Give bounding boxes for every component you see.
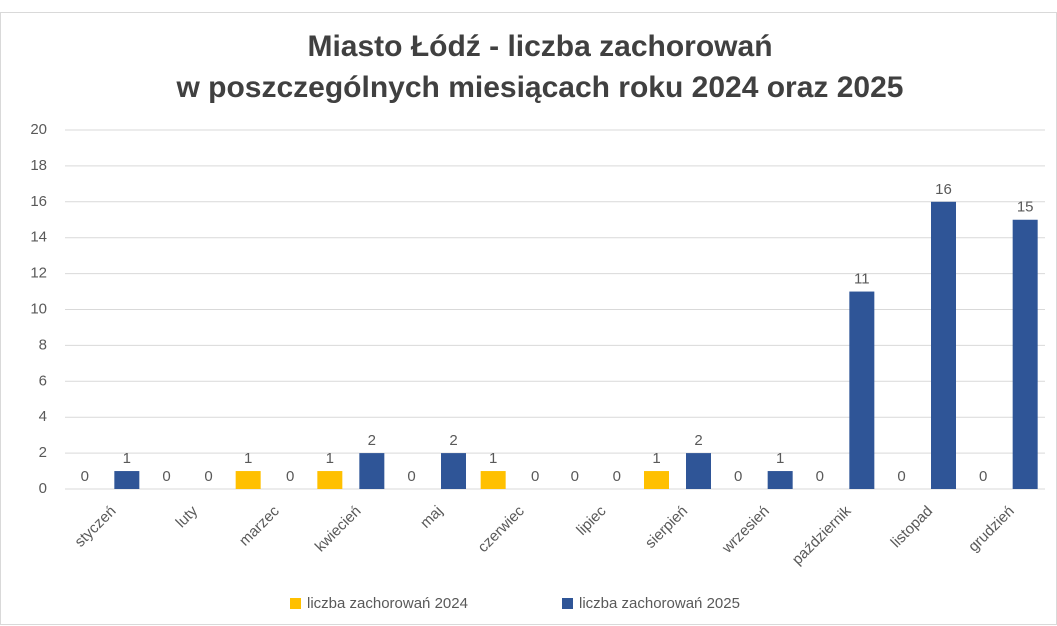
bar bbox=[480, 471, 506, 489]
data-label: 1 bbox=[326, 450, 334, 467]
bar bbox=[644, 471, 669, 489]
data-label: 0 bbox=[816, 468, 824, 485]
bar bbox=[686, 453, 711, 489]
bar bbox=[441, 453, 466, 489]
bar bbox=[1012, 219, 1038, 489]
y-tick-label: 14 bbox=[30, 229, 47, 246]
data-label: 0 bbox=[531, 468, 539, 485]
legend-swatch bbox=[290, 598, 301, 609]
data-label: 0 bbox=[734, 468, 742, 485]
data-label: 0 bbox=[286, 468, 294, 485]
y-tick-label: 2 bbox=[39, 444, 47, 461]
y-tick-label: 12 bbox=[30, 265, 47, 282]
y-tick-label: 18 bbox=[30, 157, 47, 174]
legend-label: liczba zachorowań 2024 bbox=[307, 595, 468, 612]
data-label: 2 bbox=[694, 432, 702, 449]
data-label: 0 bbox=[897, 468, 905, 485]
bar bbox=[931, 201, 956, 490]
data-label: 2 bbox=[368, 432, 376, 449]
chart-title: w poszczególnych miesiącach roku 2024 or… bbox=[175, 71, 903, 104]
data-label: 1 bbox=[123, 450, 131, 467]
data-label: 15 bbox=[1017, 199, 1034, 216]
data-label: 1 bbox=[776, 450, 784, 467]
y-tick-label: 4 bbox=[39, 408, 47, 425]
chart-title: Miasto Łódź - liczba zachorowań bbox=[307, 30, 772, 63]
data-label: 0 bbox=[613, 468, 621, 485]
data-label: 0 bbox=[81, 468, 89, 485]
y-tick-label: 20 bbox=[30, 121, 47, 138]
data-label: 0 bbox=[162, 468, 170, 485]
bar bbox=[767, 471, 793, 489]
data-label: 0 bbox=[407, 468, 415, 485]
bar bbox=[359, 453, 385, 489]
data-label: 0 bbox=[204, 468, 212, 485]
data-label: 0 bbox=[979, 468, 987, 485]
bar bbox=[235, 471, 261, 489]
data-label: 11 bbox=[854, 271, 870, 288]
bar bbox=[114, 471, 140, 489]
legend-swatch bbox=[562, 598, 573, 609]
data-label: 1 bbox=[652, 450, 660, 467]
y-tick-label: 0 bbox=[39, 480, 47, 497]
data-label: 16 bbox=[935, 181, 952, 198]
data-label: 1 bbox=[489, 450, 497, 467]
bar bbox=[317, 471, 343, 489]
y-tick-label: 16 bbox=[30, 193, 47, 210]
y-tick-label: 10 bbox=[30, 300, 47, 317]
legend-label: liczba zachorowań 2025 bbox=[579, 595, 740, 612]
y-tick-label: 8 bbox=[39, 336, 47, 353]
y-tick-label: 6 bbox=[39, 372, 47, 389]
data-label: 2 bbox=[449, 432, 457, 449]
chart-frame bbox=[0, 12, 1057, 625]
data-label: 1 bbox=[244, 450, 252, 467]
bar bbox=[849, 291, 875, 489]
data-label: 0 bbox=[571, 468, 579, 485]
